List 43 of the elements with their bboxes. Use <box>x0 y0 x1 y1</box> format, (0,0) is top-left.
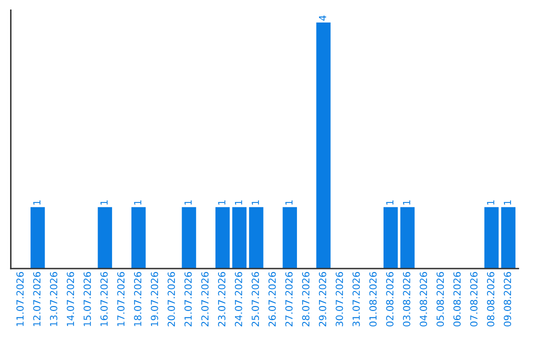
x-tick-label: 25.07.2026 <box>252 272 260 326</box>
x-tick-label: 19.07.2026 <box>150 272 158 326</box>
x-tick-label: 01.08.2026 <box>369 272 377 326</box>
x-tick-label: 26.07.2026 <box>268 272 276 326</box>
x-tick-label: 23.07.2026 <box>218 272 226 326</box>
x-tick-label: 17.07.2026 <box>117 272 125 326</box>
data-label: 4 <box>319 15 326 21</box>
x-tick-label: 20.07.2026 <box>168 272 175 326</box>
x-tick-label: 30.07.2026 <box>336 272 344 326</box>
data-label: 1 <box>285 200 292 205</box>
x-tick-label: 02.08.2026 <box>386 272 394 326</box>
x-tick-label: 15.07.2026 <box>84 272 91 326</box>
x-tick-label: 14.07.2026 <box>66 272 74 326</box>
x-tick-label: 08.08.2026 <box>486 272 494 326</box>
data-label: 1 <box>252 200 259 205</box>
data-label: 1 <box>184 200 192 205</box>
x-tick-label: 29.07.2026 <box>318 272 326 326</box>
data-label: 1 <box>487 200 494 205</box>
x-tick-label: 09.08.2026 <box>504 272 512 326</box>
x-tick-label: 04.08.2026 <box>420 272 428 326</box>
data-label: 1 <box>33 200 40 205</box>
data-label: 1 <box>386 200 394 205</box>
x-tick-label: 13.07.2026 <box>50 272 58 326</box>
x-tick-label: 05.08.2026 <box>436 272 444 326</box>
data-label: 1 <box>403 200 410 205</box>
x-tick-label: 31.07.2026 <box>352 272 360 326</box>
x-tick-label: 07.08.2026 <box>470 272 478 326</box>
x-tick-label: 24.07.2026 <box>234 272 242 326</box>
x-tick-label: 27.07.2026 <box>285 272 293 326</box>
data-label: 1 <box>234 200 242 205</box>
x-tick-label: 22.07.2026 <box>201 272 209 326</box>
x-tick-label: 16.07.2026 <box>100 272 108 326</box>
x-tick-label: 28.07.2026 <box>302 272 310 326</box>
x-tick-label: 12.07.2026 <box>33 272 41 326</box>
data-label: 1 <box>218 200 226 205</box>
x-tick-label: 18.07.2026 <box>134 272 142 326</box>
data-label: 1 <box>134 200 142 205</box>
x-tick-label: 21.07.2026 <box>184 272 192 326</box>
data-label: 1 <box>100 200 108 205</box>
x-tick-label: 06.08.2026 <box>453 272 461 326</box>
x-tick-label: 03.08.2026 <box>402 272 410 326</box>
x-tick-label: 11.07.2026 <box>16 272 24 326</box>
data-label: 1 <box>504 200 511 205</box>
